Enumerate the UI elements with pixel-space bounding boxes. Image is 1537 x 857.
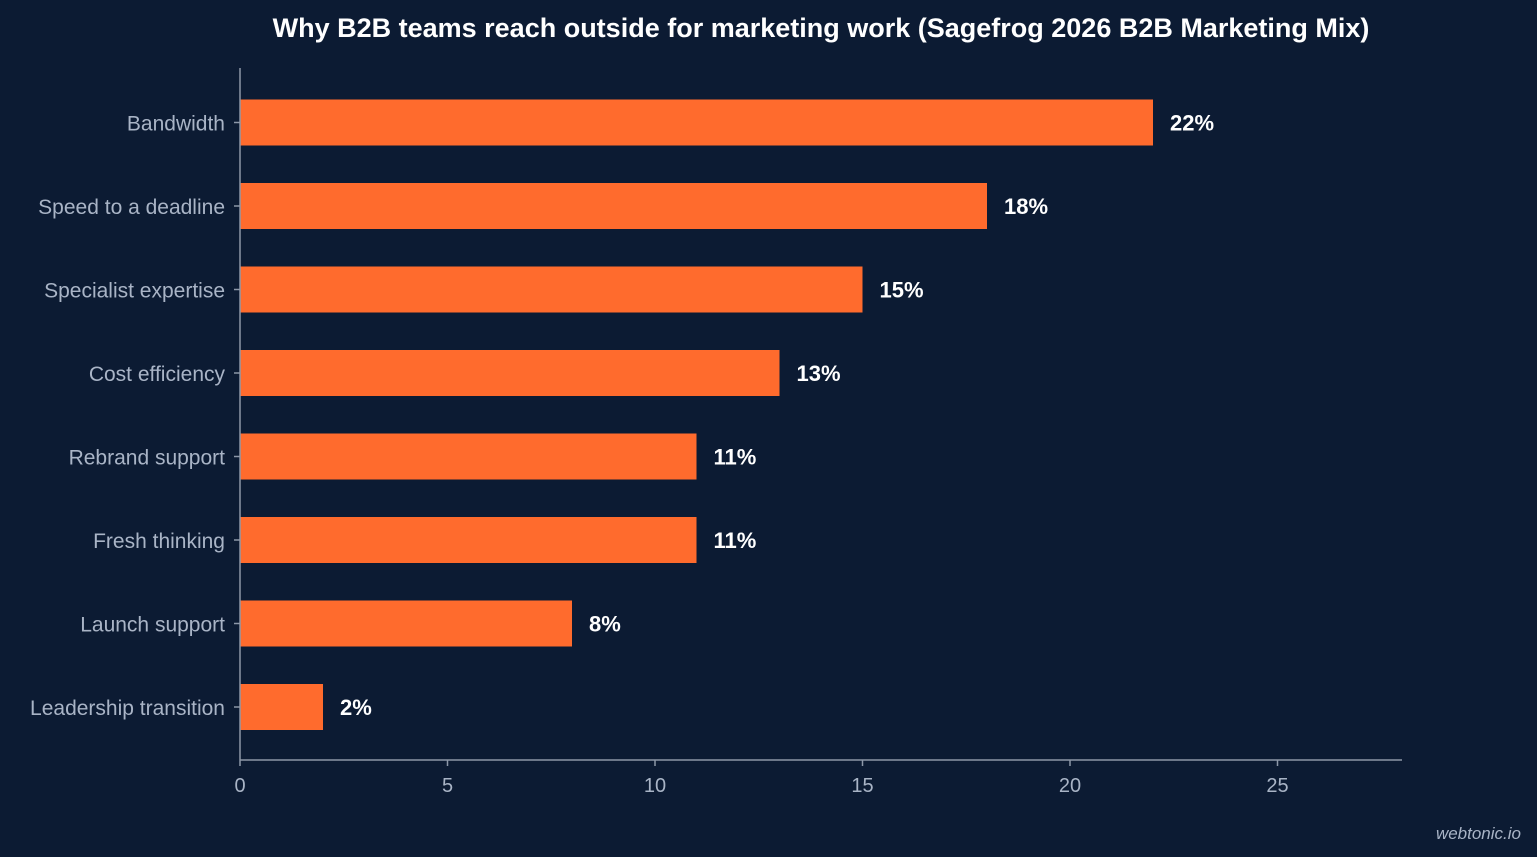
axes-layer: Bandwidth Speed to a deadline Specialist e…: [30, 68, 1402, 797]
category-label: Rebrand support: [69, 447, 226, 470]
bar-value-label: 11%: [714, 528, 757, 553]
bar-value-label: 8%: [589, 612, 621, 637]
category-label: Cost efficiency: [89, 363, 226, 386]
x-tick-label: 0: [234, 775, 245, 797]
x-tick-label: 25: [1266, 775, 1288, 797]
category-label: Launch support: [80, 614, 225, 637]
bar: [240, 433, 697, 480]
category-label: Speed to a deadline: [38, 196, 225, 219]
bar: [240, 600, 572, 647]
watermark-text: webtonic.io: [1436, 824, 1521, 843]
category-label: Bandwidth: [127, 113, 225, 136]
bars-layer: 22% 18% 15% 13% 11% 11% 8% 2%: [240, 99, 1214, 730]
chart-title: Why B2B teams reach outside for marketin…: [273, 13, 1370, 43]
category-label: Leadership transition: [30, 697, 225, 720]
x-tick-label: 10: [644, 775, 666, 797]
bar-value-label: 13%: [797, 361, 841, 386]
bar-value-label: 11%: [714, 445, 757, 470]
bar: [240, 350, 780, 396]
bar: [240, 183, 987, 229]
x-tick-label: 20: [1059, 775, 1081, 797]
x-tick-label: 15: [851, 775, 873, 797]
bar: [240, 684, 323, 730]
category-label: Specialist expertise: [44, 280, 225, 303]
x-tick-label: 5: [442, 775, 453, 797]
category-label: Fresh thinking: [93, 530, 225, 553]
bar-value-label: 15%: [880, 278, 924, 303]
bar: [240, 266, 863, 313]
bar-value-label: 18%: [1004, 194, 1048, 219]
bar: [240, 99, 1153, 146]
bar: [240, 517, 697, 563]
bar-value-label: 22%: [1170, 111, 1214, 136]
bar-value-label: 2%: [340, 695, 372, 720]
